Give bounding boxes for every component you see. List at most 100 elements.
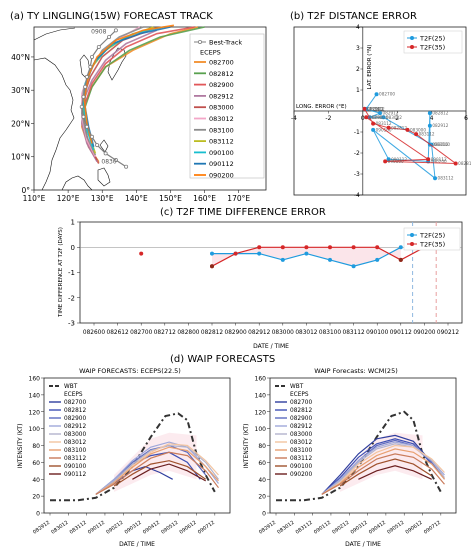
panel-d-xtick-label: 082912 <box>258 520 277 536</box>
panel-b-point <box>405 127 410 132</box>
panel-b-point-label: 082812 <box>391 125 407 130</box>
panel-d-series-line-090112 <box>132 463 206 482</box>
panel-d-ytick-label: 20 <box>32 494 40 501</box>
panel-d-ytick-label: 100 <box>255 426 267 433</box>
legend-label-083000: 083000 <box>209 104 234 112</box>
panel-c-xlabel: DATE / TIME <box>253 343 289 350</box>
legend-label-090100: 090100 <box>209 149 234 157</box>
panel-b-point-label: 083000 <box>410 127 426 132</box>
best-track-point <box>124 164 129 169</box>
best-track-point <box>79 104 84 109</box>
panel-b-point-label: 090100 <box>388 159 404 164</box>
panel-a-axes: 110°E 120°E 130°E 140°E 150°E 160°E 170°E 0° 10°… <box>11 53 250 203</box>
panel-b-xtick-label: 0 <box>361 115 365 122</box>
panel-d-right-xlabel: DATE / TIME <box>345 541 381 548</box>
panel-d-ytick-label: 40 <box>258 477 266 484</box>
panel-b-point <box>362 106 367 111</box>
panel-d-title: (d) WAIP FORECASTS <box>170 354 275 365</box>
panel-a-track-map: (a) TY LINGLING(15W) FORECAST TRACK 0908… <box>10 11 267 203</box>
panel-c-title: (c) T2F TIME DIFFERENCE ERROR <box>160 207 326 218</box>
panel-b-point <box>433 176 438 181</box>
panel-d-legend-label: 083000 <box>64 432 86 438</box>
panel-d-series-line-083100 <box>95 446 219 495</box>
panel-b-point-label: 083012 <box>386 115 402 120</box>
panel-d-ytick-label: 160 <box>255 376 267 383</box>
panel-a-xtick-label: 140°E <box>125 194 148 203</box>
panel-b-ytick-label: 2 <box>356 66 360 73</box>
panel-d-xtick-label: 090212 <box>105 520 124 536</box>
panel-b-point <box>386 157 391 162</box>
panel-c-point <box>233 251 238 256</box>
panel-d-legend-label: 082700 <box>64 400 86 406</box>
panel-b-point-label: 090112 <box>431 157 447 162</box>
panel-d-series-line-082700 <box>321 434 433 495</box>
panel-c-ytick-label: 1 <box>71 219 75 227</box>
panel-b-point-label: 082900 <box>367 106 383 111</box>
panel-b-xtick-label: -4 <box>291 115 297 122</box>
panel-c-xtick-label: 090112 <box>390 330 412 336</box>
panel-d-xtick-label: 090512 <box>386 520 405 536</box>
panel-d-right-ylabel: INTENSITY (KT) <box>243 424 250 469</box>
best-track-point <box>113 28 118 33</box>
panel-d-ytick-label: 0 <box>262 511 266 518</box>
panel-b-point <box>386 125 391 130</box>
panel-b-point <box>427 111 432 116</box>
panel-c-ylabel: TIME DIFFERENCE AT T2F (DAYS) <box>58 227 64 318</box>
panel-c-difference-shade <box>330 247 354 267</box>
panel-d-series-line-083000 <box>321 443 445 495</box>
best-track-point <box>95 143 100 148</box>
panel-b-ytick-label: -2 <box>354 150 360 157</box>
track-line-090200 <box>83 24 175 144</box>
panel-b-ytick-label: 1 <box>356 87 360 94</box>
panel-c-legend: T2F(25)T2F(35) <box>403 227 461 251</box>
best-track-point <box>90 54 95 59</box>
legend-label-082812: 082812 <box>209 70 234 78</box>
panel-c-xtick-label: 090100 <box>366 330 388 336</box>
best-track-line <box>81 29 127 168</box>
panel-d-xtick-label: 090512 <box>160 520 179 536</box>
legend-title-eceps: ECEPS <box>200 49 221 57</box>
panel-d-ytick-label: 60 <box>258 460 266 467</box>
panel-b-point-label: 083000 <box>372 115 388 120</box>
panel-d-ytick-label: 140 <box>29 392 41 399</box>
panel-c-ytick-label: 0 <box>71 244 75 252</box>
panel-c-difference-shade <box>353 247 378 267</box>
panel-a-xtick-label: 150°E <box>159 194 182 203</box>
panel-b-legend-marker <box>410 36 414 40</box>
panel-b-xtick-label: 4 <box>430 115 434 122</box>
panel-d-legend-label: 083012 <box>290 440 312 446</box>
panel-a-xtick-label: 130°E <box>91 194 114 203</box>
panel-c-xtick-label: 082600 <box>83 330 105 336</box>
panel-b-legend-marker <box>410 45 414 49</box>
panel-c-xtick-label: 083012 <box>295 330 317 336</box>
panel-a-xtick-label: 110°E <box>23 194 46 203</box>
panel-d-legend-label: 090112 <box>64 472 86 478</box>
panel-c-xtick-label: 082800 <box>177 330 199 336</box>
panel-c-xtick-label: 082912 <box>248 330 270 336</box>
panel-d-xtick-label: 090712 <box>423 520 442 536</box>
panel-d-legend-label: 082812 <box>64 408 86 414</box>
panel-b-xtick-label: 2 <box>395 115 399 122</box>
panel-d-legend-label: 083012 <box>64 440 86 446</box>
panel-d-xtick-label: 090612 <box>405 520 424 536</box>
panel-d-series-line-083112 <box>95 451 219 495</box>
panel-b-point-label: 083100 <box>434 142 450 147</box>
panel-d-legend-label: 090100 <box>290 464 312 470</box>
panel-c-point <box>351 245 356 250</box>
panel-c-ytick-label: -1 <box>68 269 75 277</box>
panel-b-point <box>426 157 431 162</box>
best-track-point <box>88 64 93 69</box>
panel-c-point <box>375 257 380 262</box>
legend-label-083012: 083012 <box>209 115 234 123</box>
panel-c-legend-marker <box>410 233 414 237</box>
panel-c-xtick-label: 082612 <box>107 330 129 336</box>
panel-b-xtick-label: 6 <box>464 115 468 122</box>
panel-b-point-label: 082912 <box>432 123 448 128</box>
panel-a-legend: Best-Track ECEPS 082700 082812 082900 082912 0… <box>189 33 265 180</box>
legend-label-082912: 082912 <box>209 92 234 100</box>
panel-b-point <box>378 111 382 116</box>
legend-marker-best-track <box>197 40 202 45</box>
